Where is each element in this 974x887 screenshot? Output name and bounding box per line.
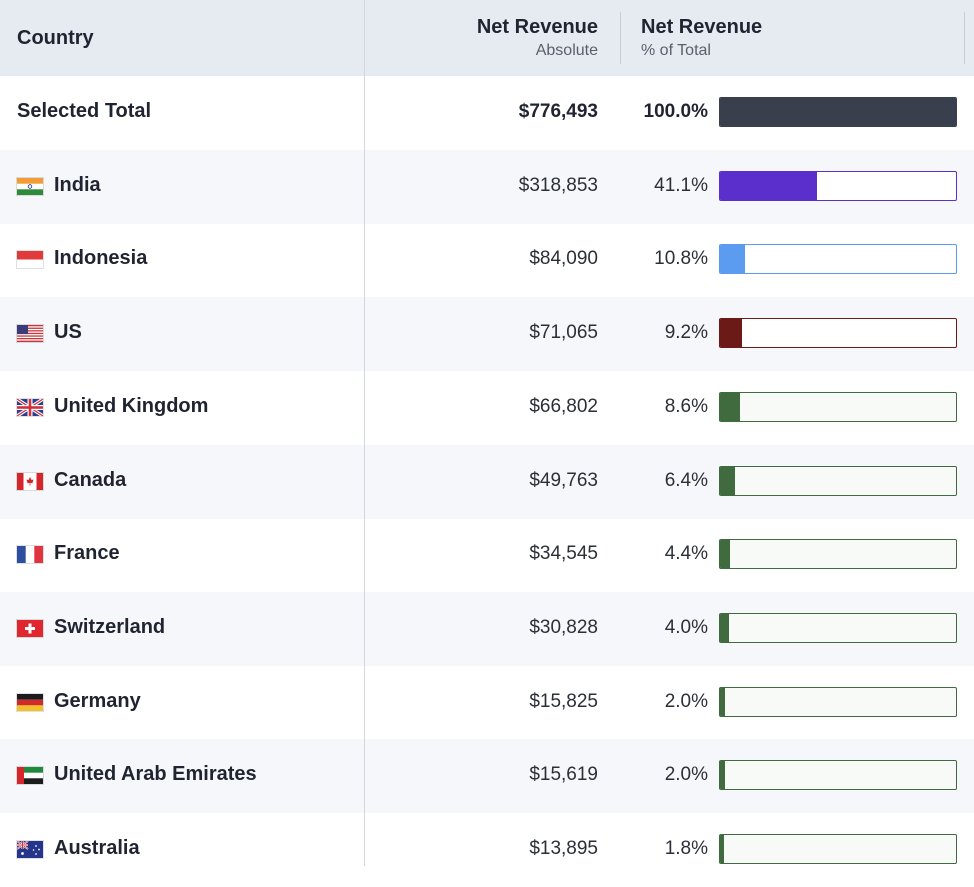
percent-of-total: 8.6%: [664, 395, 708, 417]
percent-of-total: 4.4%: [664, 543, 708, 565]
country-name: Canada: [54, 468, 127, 491]
table-row[interactable]: Germany $15,825 2.0%: [0, 666, 974, 740]
germany-flag-icon: [17, 693, 43, 711]
table-row[interactable]: Australia $13,895 1.8%: [0, 813, 974, 887]
france-flag-icon: [17, 546, 43, 564]
percent-bar: [719, 244, 957, 275]
net-revenue-value: $776,493: [518, 101, 598, 122]
country-name: US: [54, 321, 82, 344]
percent-bar-fill: [720, 245, 746, 274]
net-revenue-value: $66,802: [529, 395, 598, 417]
percent-of-total: 2.0%: [664, 764, 708, 786]
country-name: Switzerland: [54, 615, 166, 638]
australia-flag-icon: [17, 841, 43, 858]
pct-header-subtitle: % of Total: [641, 42, 711, 59]
india-flag-icon: [17, 177, 43, 195]
column-resize-handle[interactable]: [964, 12, 965, 64]
uk-flag-icon: [17, 398, 43, 416]
country-name: United Kingdom: [54, 394, 209, 417]
indonesia-flag-icon: [17, 251, 43, 269]
table-row[interactable]: France $34,545 4.4%: [0, 518, 974, 592]
country-name: Germany: [54, 689, 141, 712]
canada-flag-icon: [17, 472, 43, 490]
percent-of-total: 1.8%: [664, 838, 708, 859]
percent-of-total: 2.0%: [664, 690, 708, 712]
percent-bar-fill: [720, 392, 741, 421]
net-revenue-absolute-header[interactable]: Net Revenue Absolute: [477, 15, 598, 63]
percent-bar-fill: [720, 171, 817, 200]
country-name: United Arab Emirates: [54, 763, 257, 786]
net-revenue-value: $49,763: [529, 469, 598, 491]
uae-flag-icon: [17, 767, 43, 785]
net-revenue-value: $30,828: [529, 616, 598, 638]
table-row[interactable]: United Kingdom $66,802 8.6%: [0, 371, 974, 445]
percent-of-total: 6.4%: [664, 469, 708, 491]
percent-bar-fill: [720, 687, 725, 716]
percent-bar-fill: [720, 540, 731, 569]
percent-bar: [719, 391, 957, 422]
percent-bar-fill: [720, 613, 730, 642]
percent-bar: [719, 760, 957, 791]
switzerland-flag-icon: [17, 619, 43, 637]
country-name: Selected Total: [17, 100, 152, 122]
net-revenue-percent-header[interactable]: Net Revenue % of Total: [641, 15, 762, 63]
percent-bar: [719, 686, 957, 717]
percent-bar: [719, 170, 957, 201]
table-row[interactable]: US $71,065 9.2%: [0, 297, 974, 372]
pct-header-title: Net Revenue: [641, 16, 763, 38]
percent-bar: [719, 465, 957, 496]
percent-of-total: 9.2%: [664, 322, 708, 344]
net-revenue-value: $15,825: [529, 690, 598, 712]
table-row[interactable]: United Arab Emirates $15,619 2.0%: [0, 739, 974, 814]
percent-bar: [719, 97, 957, 127]
header-separator: [620, 12, 621, 64]
total-row[interactable]: Selected Total $776,493 100.0%: [0, 76, 974, 150]
table-row[interactable]: Canada $49,763 6.4%: [0, 444, 974, 519]
percent-bar-fill: [720, 761, 725, 790]
percent-bar: [719, 318, 957, 349]
net-revenue-value: $318,853: [518, 174, 598, 196]
net-revenue-value: $15,619: [529, 764, 598, 786]
net-revenue-value: $34,545: [529, 543, 598, 565]
revenue-table: Country Net Revenue Absolute Net Revenue…: [0, 0, 974, 866]
percent-bar: [719, 834, 957, 864]
table-row[interactable]: Switzerland $30,828 4.0%: [0, 591, 974, 666]
percent-of-total: 4.0%: [664, 616, 708, 638]
net-revenue-value: $71,065: [529, 322, 598, 344]
us-flag-icon: [17, 325, 43, 343]
table-row[interactable]: Indonesia $84,090 10.8%: [0, 223, 974, 297]
percent-bar-fill: [720, 319, 742, 348]
net-revenue-value: $13,895: [529, 838, 598, 859]
table-row[interactable]: India $318,853 41.1%: [0, 149, 974, 224]
abs-header-title: Net Revenue: [476, 16, 598, 38]
percent-of-total: 41.1%: [654, 174, 708, 196]
country-name: Australia: [54, 837, 140, 859]
country-name: India: [54, 173, 101, 196]
country-column-header[interactable]: Country: [17, 27, 94, 49]
column-divider: [364, 0, 365, 866]
percent-bar: [719, 612, 957, 643]
country-name: Indonesia: [54, 247, 148, 270]
percent-of-total: 100.0%: [643, 101, 708, 122]
net-revenue-value: $84,090: [529, 248, 598, 270]
percent-bar-fill: [720, 98, 956, 126]
table-header: Country Net Revenue Absolute Net Revenue…: [0, 0, 974, 76]
abs-header-subtitle: Absolute: [535, 42, 598, 59]
percent-bar-fill: [720, 835, 725, 863]
percent-bar: [719, 539, 957, 570]
country-name: France: [54, 542, 120, 565]
percent-bar-fill: [720, 466, 736, 495]
percent-of-total: 10.8%: [654, 248, 708, 270]
